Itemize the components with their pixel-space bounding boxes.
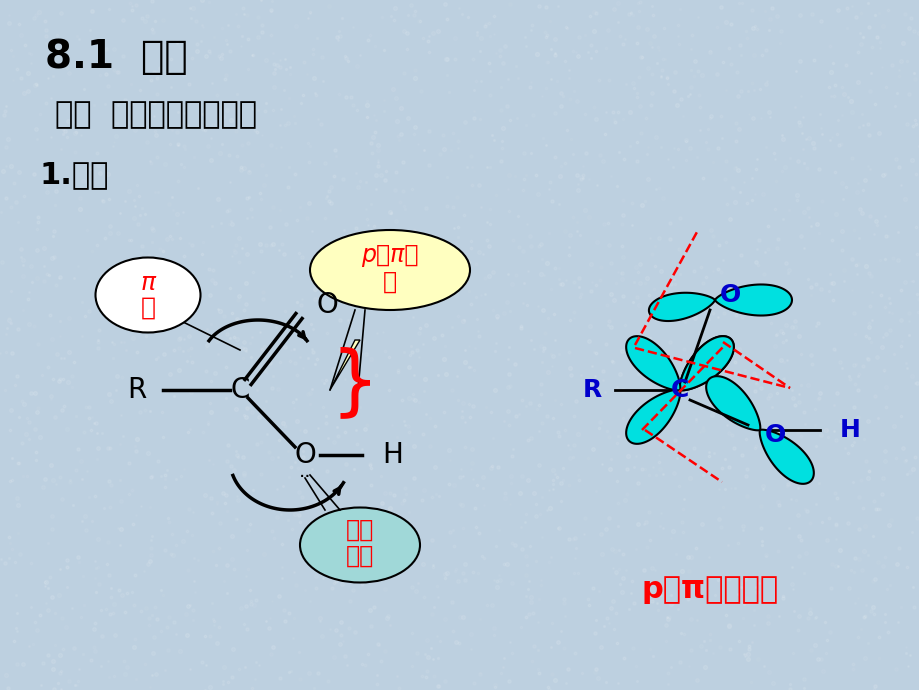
Polygon shape	[626, 390, 679, 444]
Ellipse shape	[300, 508, 420, 582]
Text: 键: 键	[141, 296, 155, 320]
Ellipse shape	[96, 257, 200, 333]
Text: ··: ··	[299, 468, 311, 486]
Polygon shape	[679, 336, 733, 391]
Polygon shape	[626, 336, 679, 391]
Text: p、π共轭体系: p、π共轭体系	[641, 575, 777, 604]
Text: 8.1  羧酸: 8.1 羧酸	[45, 38, 187, 76]
Polygon shape	[679, 336, 733, 391]
Text: }: }	[331, 346, 379, 420]
Text: H: H	[381, 441, 403, 469]
Text: C: C	[230, 376, 249, 404]
Ellipse shape	[310, 230, 470, 310]
Text: 一．  结构、分类、命名: 一． 结构、分类、命名	[55, 100, 256, 129]
Text: R: R	[128, 376, 147, 404]
Text: H: H	[839, 418, 860, 442]
Polygon shape	[648, 293, 714, 321]
Text: 1.结构: 1.结构	[40, 160, 109, 189]
Text: R: R	[582, 378, 601, 402]
Text: C: C	[670, 378, 688, 402]
Polygon shape	[759, 430, 813, 484]
Text: O: O	[765, 423, 786, 447]
Text: 电子: 电子	[346, 544, 374, 568]
Polygon shape	[706, 376, 759, 431]
Polygon shape	[330, 340, 359, 390]
Text: π: π	[141, 271, 155, 295]
Text: O: O	[294, 441, 315, 469]
Text: 孤对: 孤对	[346, 518, 374, 542]
Text: O: O	[317, 291, 338, 319]
Polygon shape	[714, 284, 791, 315]
Text: 轭: 轭	[382, 270, 397, 294]
Text: p、π共: p、π共	[361, 243, 418, 267]
Text: O: O	[720, 283, 741, 307]
